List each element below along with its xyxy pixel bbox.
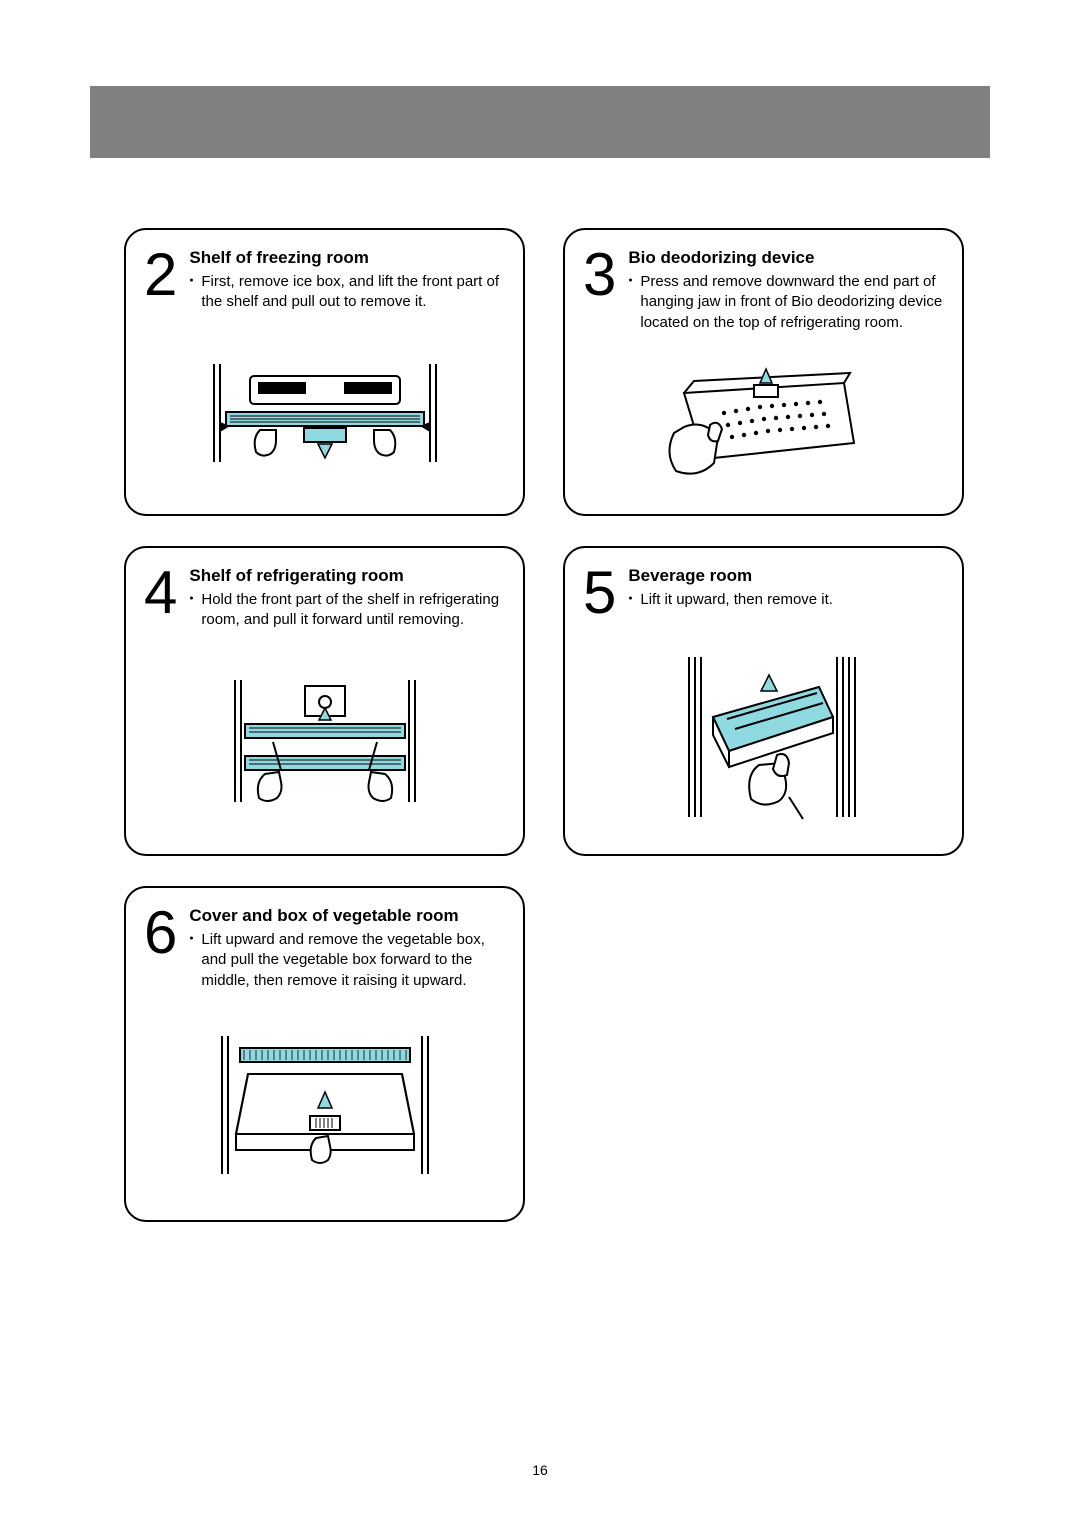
illustration-beverage	[583, 636, 944, 838]
step-number: 4	[144, 566, 177, 620]
step-title: Shelf of refrigerating room	[189, 566, 505, 586]
step-number: 6	[144, 906, 177, 960]
step-desc: Press and remove downward the end part o…	[628, 272, 944, 333]
step-title: Shelf of freezing room	[189, 248, 505, 268]
header-bar	[90, 86, 990, 158]
steps-grid: 2 Shelf of freezing room First, remove i…	[124, 228, 964, 1222]
step-desc: Hold the front part of the shelf in refr…	[189, 590, 505, 631]
step-panel-6: 6 Cover and box of vegetable room Lift u…	[124, 886, 525, 1222]
page-number: 16	[0, 1462, 1080, 1478]
step-number: 3	[583, 248, 616, 302]
step-panel-3: 3 Bio deodorizing device Press and remov…	[563, 228, 964, 516]
illustration-shelf-refrigerating	[144, 647, 505, 839]
step-title: Beverage room	[628, 566, 944, 586]
step-number: 5	[583, 566, 616, 620]
step-panel-5: 5 Beverage room Lift it upward, then rem…	[563, 546, 964, 856]
step-panel-2: 2 Shelf of freezing room First, remove i…	[124, 228, 525, 516]
step-number: 2	[144, 248, 177, 302]
step-panel-4: 4 Shelf of refrigerating room Hold the f…	[124, 546, 525, 856]
step-desc: Lift it upward, then remove it.	[628, 590, 944, 610]
step-desc: Lift upward and remove the vegetable box…	[189, 930, 505, 991]
illustration-shelf-freezing	[144, 329, 505, 499]
step-title: Bio deodorizing device	[628, 248, 944, 268]
illustration-vegetable-box	[144, 1007, 505, 1204]
step-title: Cover and box of vegetable room	[189, 906, 505, 926]
illustration-deodorizer	[583, 349, 944, 498]
step-desc: First, remove ice box, and lift the fron…	[189, 272, 505, 313]
